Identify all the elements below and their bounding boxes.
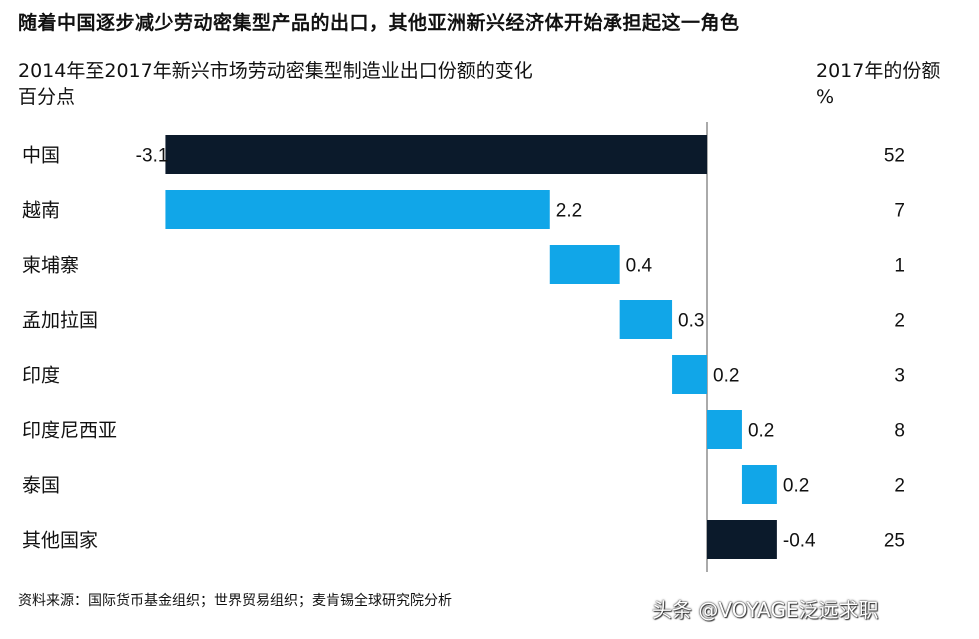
value-label-6: 0.2	[748, 421, 774, 442]
bar-8	[707, 520, 777, 559]
category-label-1: 中国	[22, 145, 60, 167]
value-label-7: 0.2	[783, 476, 809, 497]
share-value-5: 3	[894, 366, 905, 387]
watermark: 头条 @VOYAGE泛远求职	[652, 598, 879, 622]
share-value-3: 1	[894, 256, 905, 277]
bar-6	[707, 410, 742, 449]
bar-4	[619, 300, 673, 339]
chart-subtitle: 2014年至2017年新兴市场劳动密集型制造业出口份额的变化 百分点	[18, 58, 533, 110]
category-label-4: 孟加拉国	[22, 310, 98, 332]
bar-7	[741, 465, 777, 504]
subtitle-line-2: 百分点	[18, 86, 76, 108]
share-column-header: 2017年的份额 %	[816, 58, 940, 110]
share-value-4: 2	[894, 311, 905, 332]
share-value-2: 7	[894, 201, 905, 222]
value-label-1: -3.1	[136, 146, 169, 167]
category-label-8: 其他国家	[22, 530, 98, 552]
value-label-3: 0.4	[626, 256, 653, 277]
category-label-6: 印度尼西亚	[22, 420, 117, 442]
chart-title: 随着中国逐步减少劳动密集型产品的出口，其他亚洲新兴经济体开始承担起这一角色	[18, 12, 740, 34]
category-label-5: 印度	[22, 365, 60, 387]
chart-plot-area: -3.1 中国 52 2.2 越南 7 0.4 柬埔寨 1 0.3 孟加拉国 2 0.2 印度 3 0.2 印度…	[22, 122, 905, 572]
value-label-4: 0.3	[678, 311, 704, 332]
share-value-8: 25	[884, 531, 905, 552]
share-value-7: 2	[894, 476, 905, 497]
bar-1	[165, 135, 707, 174]
source-note: 资料来源：国际货币基金组织；世界贸易组织；麦肯锡全球研究院分析	[18, 593, 452, 609]
bar-3	[549, 245, 620, 284]
value-label-5: 0.2	[713, 366, 739, 387]
share-header-line-1: 2017年的份额	[816, 60, 941, 82]
share-value-6: 8	[894, 421, 905, 442]
category-label-2: 越南	[22, 200, 60, 222]
category-label-7: 泰国	[22, 475, 60, 497]
bar-5	[672, 355, 707, 394]
category-label-3: 柬埔寨	[22, 255, 79, 277]
value-label-8: -0.4	[783, 531, 816, 552]
bar-2	[165, 190, 550, 229]
share-value-1: 52	[884, 146, 905, 167]
value-label-2: 2.2	[556, 201, 582, 222]
subtitle-line-1: 2014年至2017年新兴市场劳动密集型制造业出口份额的变化	[18, 60, 533, 82]
share-header-line-2: %	[816, 86, 835, 108]
